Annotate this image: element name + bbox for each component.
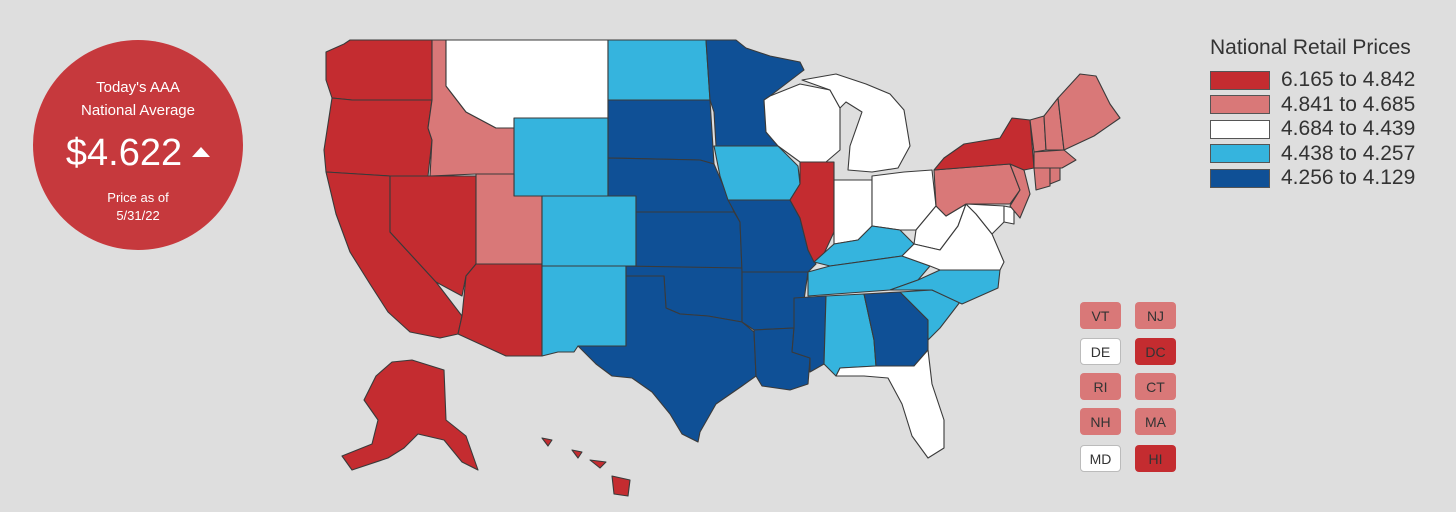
- legend-item: 6.165 to 4.842: [1210, 68, 1415, 93]
- legend-label: 4.438 to 4.257: [1281, 141, 1416, 165]
- price-legend: National Retail Prices 6.165 to 4.842 4.…: [1210, 36, 1415, 191]
- legend-swatch: [1210, 144, 1270, 164]
- state-tn[interactable]: [807, 255, 931, 297]
- legend-title: National Retail Prices: [1210, 36, 1411, 59]
- state-ma[interactable]: [1033, 149, 1077, 169]
- legend-item: 4.438 to 4.257: [1210, 142, 1415, 167]
- state-tile[interactable]: NJ: [1135, 302, 1176, 329]
- state-mi[interactable]: [801, 73, 911, 173]
- badge-title-line2: National Average: [81, 102, 195, 119]
- price-date: 5/31/22: [116, 208, 160, 223]
- state-ri[interactable]: [1049, 167, 1061, 185]
- state-fl[interactable]: [835, 349, 945, 459]
- state-nc[interactable]: [889, 269, 1001, 305]
- state-ia[interactable]: [713, 145, 801, 201]
- state-tile[interactable]: NH: [1080, 408, 1121, 435]
- state-az[interactable]: [457, 263, 543, 357]
- state-wy[interactable]: [513, 117, 609, 197]
- state-tile[interactable]: DE: [1080, 338, 1121, 365]
- state-or[interactable]: [323, 97, 433, 177]
- state-tile[interactable]: RI: [1080, 373, 1121, 400]
- state-tx[interactable]: [577, 275, 757, 443]
- state-nm[interactable]: [541, 265, 627, 357]
- legend-item: 4.841 to 4.685: [1210, 93, 1415, 118]
- state-hi[interactable]: [541, 437, 631, 497]
- state-md[interactable]: [965, 203, 1005, 235]
- legend-swatch: [1210, 95, 1270, 115]
- state-co[interactable]: [541, 195, 637, 267]
- legend-label: 4.256 to 4.129: [1281, 166, 1416, 190]
- price-row: $4.622: [33, 131, 243, 175]
- state-tile[interactable]: MD: [1080, 445, 1121, 472]
- state-tile[interactable]: MA: [1135, 408, 1176, 435]
- price-as-of-label: Price as of: [107, 190, 169, 205]
- legend-item: 4.684 to 4.439: [1210, 117, 1415, 142]
- state-tile[interactable]: CT: [1135, 373, 1176, 400]
- national-average-price: $4.622: [65, 132, 183, 174]
- legend-label: 6.165 to 4.842: [1281, 68, 1416, 92]
- state-tile[interactable]: DC: [1135, 338, 1176, 365]
- badge-title-line1: Today's AAA: [96, 79, 180, 96]
- state-tile[interactable]: HI: [1135, 445, 1176, 472]
- state-wa[interactable]: [325, 39, 433, 101]
- state-me[interactable]: [1057, 73, 1121, 151]
- legend-item: 4.256 to 4.129: [1210, 166, 1415, 191]
- state-ak[interactable]: [341, 359, 479, 471]
- state-nd[interactable]: [607, 39, 711, 101]
- legend-label: 4.841 to 4.685: [1281, 92, 1416, 116]
- state-ks[interactable]: [635, 211, 743, 269]
- legend-swatch: [1210, 119, 1270, 139]
- state-ny[interactable]: [933, 117, 1035, 171]
- state-mt[interactable]: [445, 39, 609, 129]
- national-average-badge: Today's AAA National Average $4.622 Pric…: [33, 40, 243, 250]
- state-ct[interactable]: [1033, 167, 1051, 191]
- legend-swatch: [1210, 70, 1270, 90]
- state-sd[interactable]: [607, 99, 715, 165]
- legend-swatch: [1210, 168, 1270, 188]
- state-tile[interactable]: VT: [1080, 302, 1121, 329]
- up-triangle-icon: [192, 146, 211, 157]
- legend-label: 4.684 to 4.439: [1281, 117, 1416, 141]
